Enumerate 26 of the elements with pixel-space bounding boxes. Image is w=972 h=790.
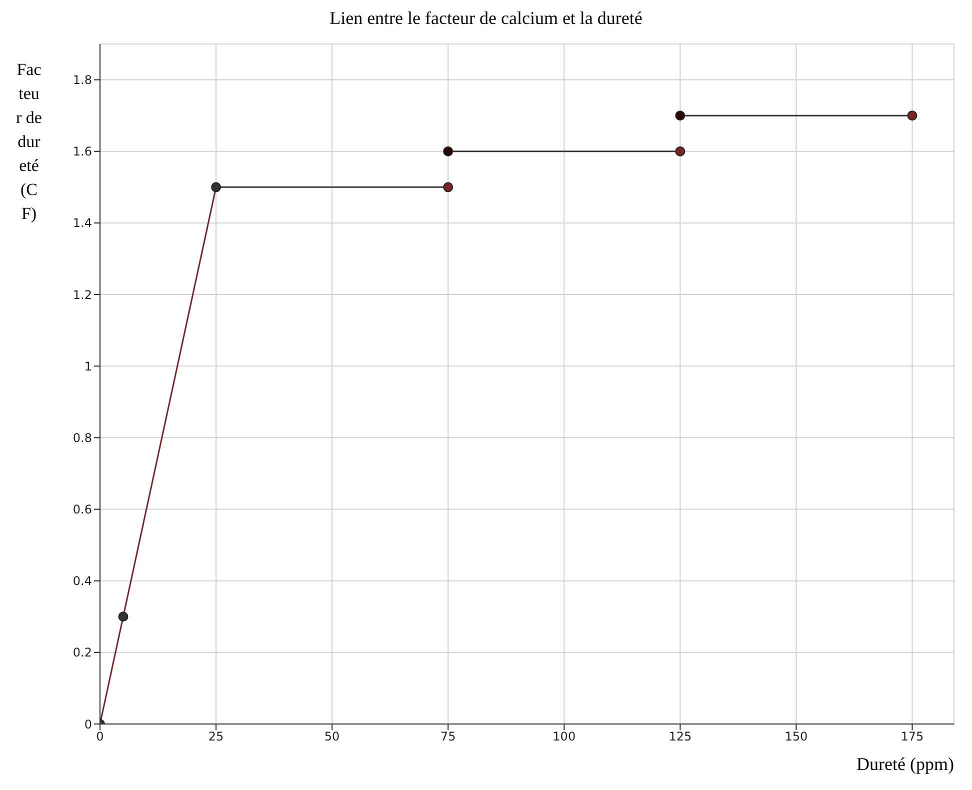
x-tick-label: 175 [900, 730, 924, 744]
x-axis-title: Dureté (ppm) [856, 754, 954, 775]
point [443, 182, 454, 192]
x-tick-label: 50 [324, 730, 340, 744]
chart-title: Lien entre le facteur de calcium et la dureté [328, 8, 644, 29]
y-tick-label: 0 [84, 717, 92, 732]
x-tick-label: 25 [208, 730, 224, 744]
point [675, 110, 686, 121]
y-tick-label: 0.4 [72, 574, 92, 588]
point [907, 110, 918, 121]
y-tick-label: 1 [84, 359, 92, 374]
point [443, 146, 454, 156]
point [675, 146, 686, 156]
y-tick-label: 0.6 [72, 502, 92, 517]
y-tick-label: 1.8 [72, 73, 92, 88]
x-tick-label: 125 [668, 730, 692, 744]
y-tick-label: 1.6 [72, 144, 92, 159]
x-tick-label: 100 [552, 730, 576, 744]
y-tick-label: 1.4 [72, 216, 92, 230]
x-tick-label: 0 [96, 730, 104, 744]
y-axis-title: Facteur de dureté (CF) [16, 59, 42, 225]
y-tick-label: 0.8 [72, 430, 92, 445]
x-tick-label: 75 [440, 730, 456, 744]
y-tick-label: 1.2 [72, 288, 92, 302]
x-tick-label: 150 [784, 730, 808, 744]
y-tick-label: 0.2 [72, 646, 92, 660]
